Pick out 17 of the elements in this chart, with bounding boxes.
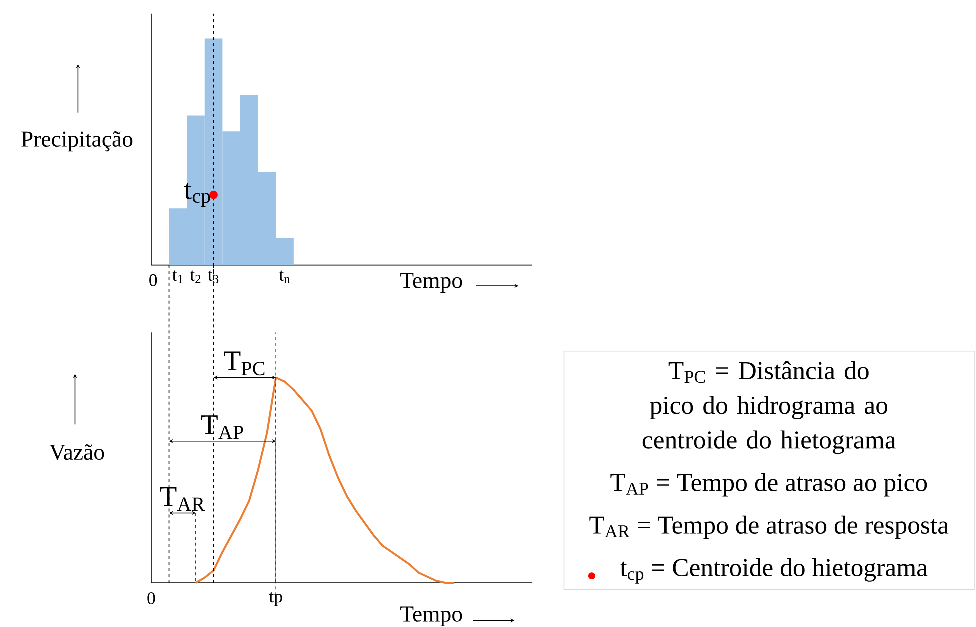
x-tick-label: t$_{1}$ [172, 270, 183, 284]
x-axis-title: Tempo [400, 273, 462, 294]
y-axis-title: Vazão [50, 444, 104, 460]
series-label: T$_{PC}$ [224, 352, 265, 376]
text: T$_{AR}$ = Tempo de atraso de resposta [590, 516, 949, 540]
y-axis-title: Precipitação [22, 132, 133, 152]
x-axis-title: Tempo [400, 606, 462, 627]
text: t$_{cp}$ = Centroide do hietograma [620, 558, 928, 584]
x-tick-label: t$_{2}$ [190, 270, 201, 284]
x-tick-label: t$_{n}$ [279, 270, 290, 284]
text: T$_{AP}$ = Tempo de atraso ao pico [610, 474, 928, 497]
x-tick-label: tp [269, 592, 282, 606]
text: T$_{PC}$ = Distância do pico do hidrograma ao centroide do hietograma [642, 362, 896, 454]
series-label: t$_{cp}$ [184, 183, 210, 208]
series-label: T$_{AP}$ [201, 416, 244, 440]
series-label: T$_{AR}$ [160, 488, 206, 512]
x-tick-label: t$_{3}$ [208, 270, 219, 284]
